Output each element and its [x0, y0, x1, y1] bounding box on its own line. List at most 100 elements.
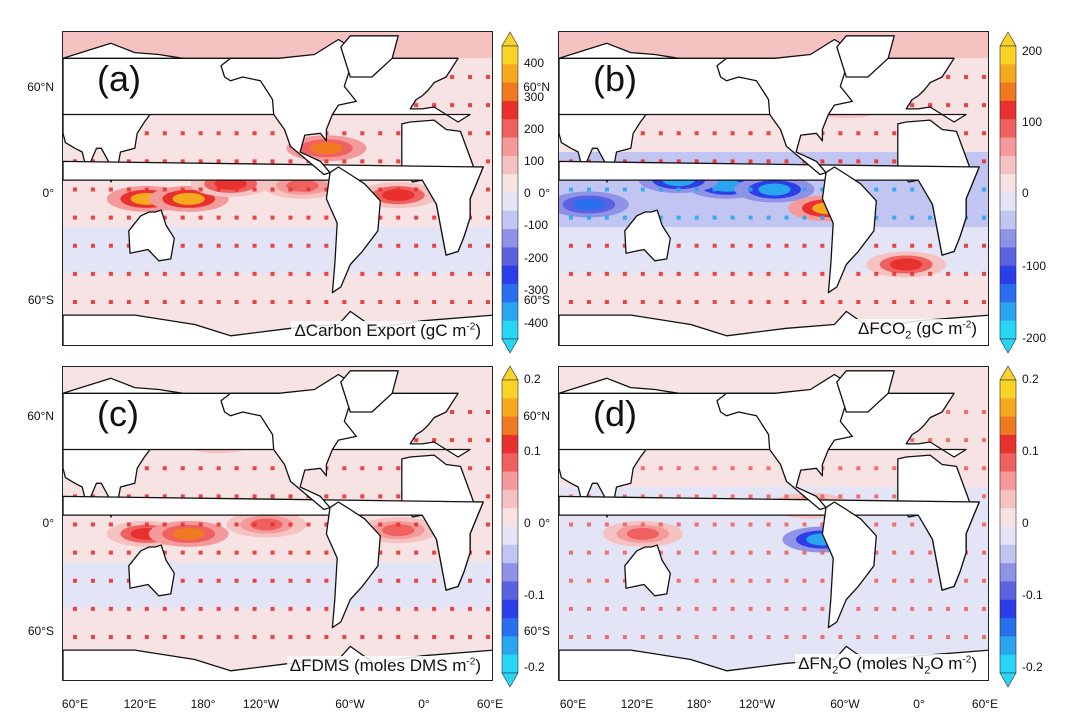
- grid-sample-dot: [486, 522, 491, 527]
- grid-sample-dot: [144, 131, 149, 136]
- grid-sample-dot: [252, 131, 257, 136]
- grid-sample-dot: [874, 300, 879, 304]
- continent-outline: [836, 35, 895, 78]
- grid-sample-dot: [342, 300, 347, 304]
- grid-sample-dot: [730, 215, 735, 220]
- grid-sample-dot: [180, 243, 185, 248]
- lat-label-60s-right-bottom: 60°S: [523, 624, 550, 638]
- grid-sample-dot: [982, 215, 987, 220]
- grid-sample-dot: [586, 271, 591, 276]
- colorbar-segment: [502, 563, 518, 582]
- grid-sample-dot: [694, 300, 699, 304]
- grid-sample-dot: [712, 131, 717, 136]
- colorbar-segment: [1000, 210, 1016, 230]
- grid-sample-dot: [432, 438, 437, 443]
- grid-sample-dot: [72, 300, 77, 304]
- colorbar-segment: [502, 192, 518, 212]
- grid-sample-dot: [784, 300, 789, 304]
- colorbar-segment: [502, 284, 518, 303]
- grid-sample-dot: [712, 271, 717, 276]
- grid-sample-dot: [306, 635, 311, 639]
- grid-sample-dot: [568, 215, 573, 220]
- grid-sample-dot: [838, 635, 843, 639]
- grid-sample-dot: [252, 159, 257, 164]
- colorbar-segment: [502, 46, 518, 65]
- grid-sample-dot: [712, 243, 717, 248]
- grid-sample-dot: [586, 187, 591, 192]
- grid-sample-dot: [288, 187, 293, 192]
- grid-sample-dot: [270, 187, 275, 192]
- grid-sample-dot: [396, 159, 401, 164]
- grid-sample-dot: [730, 522, 735, 527]
- colorbar-segment: [502, 526, 518, 546]
- colorbar-max-arrow: [999, 31, 1017, 47]
- colorbar-segment: [502, 210, 518, 230]
- grid-sample-dot: [874, 522, 879, 527]
- grid-sample-dot: [928, 103, 933, 108]
- lat-label-eq-left-top: 0°: [42, 186, 54, 200]
- grid-sample-dot: [342, 466, 347, 471]
- grid-sample-dot: [270, 578, 275, 583]
- grid-sample-dot: [928, 243, 933, 248]
- grid-sample-dot: [748, 271, 753, 276]
- cbar-b-tick: 200: [1022, 44, 1043, 58]
- grid-sample-dot: [856, 300, 861, 304]
- grid-sample-dot: [216, 522, 221, 527]
- cbar-d-tick: 0.1: [1022, 444, 1039, 458]
- grid-sample-dot: [324, 187, 329, 192]
- grid-sample-dot: [288, 550, 293, 555]
- grid-sample-dot: [180, 606, 185, 611]
- grid-sample-dot: [360, 271, 365, 276]
- grid-sample-dot: [270, 215, 275, 220]
- grid-sample-dot: [234, 635, 239, 639]
- grid-sample-dot: [108, 522, 113, 527]
- lat-label-60s-right-top: 60°S: [523, 293, 550, 307]
- grid-sample-dot: [108, 271, 113, 276]
- grid-sample-dot: [982, 410, 987, 414]
- colorbar-segment: [1000, 489, 1016, 509]
- panel-a-carbon-export-map: (a) ΔCarbon Export (gC m-2): [62, 31, 493, 346]
- grid-sample-dot: [486, 131, 491, 136]
- grid-sample-dot: [748, 606, 753, 611]
- grid-sample-dot: [234, 271, 239, 276]
- grid-sample-dot: [802, 187, 807, 192]
- grid-sample-dot: [766, 550, 771, 555]
- colorbar-segment: [502, 654, 518, 674]
- grid-sample-dot: [126, 243, 131, 248]
- grid-sample-dot: [946, 438, 951, 443]
- grid-sample-dot: [640, 131, 645, 136]
- grid-sample-dot: [162, 606, 167, 611]
- grid-sample-dot: [360, 635, 365, 639]
- panel-c-fdms-map: (c) ΔFDMS (moles DMS m-2): [62, 366, 493, 681]
- grid-sample-dot: [676, 606, 681, 611]
- colorbar-min-arrow: [999, 672, 1017, 688]
- grid-sample-dot: [676, 635, 681, 639]
- grid-sample-dot: [414, 578, 419, 583]
- grid-sample-dot: [234, 578, 239, 583]
- grid-sample-dot: [910, 606, 915, 611]
- grid-sample-dot: [676, 466, 681, 471]
- lat-label-60s-left-top: 60°S: [27, 293, 54, 307]
- anomaly-hotspot: [172, 192, 205, 205]
- grid-sample-dot: [892, 159, 897, 164]
- grid-sample-dot: [90, 522, 95, 527]
- cbar-b-tick: 100: [1022, 115, 1043, 129]
- lon-label-left-6: 60°E: [476, 697, 504, 711]
- grid-sample-dot: [784, 606, 789, 611]
- grid-sample-dot: [306, 187, 311, 192]
- grid-sample-dot: [766, 606, 771, 611]
- continent-outline: [325, 166, 381, 294]
- colorbar-segment: [502, 618, 518, 637]
- grid-sample-dot: [306, 522, 311, 527]
- grid-sample-dot: [568, 187, 573, 192]
- grid-sample-dot: [730, 494, 735, 499]
- grid-sample-dot: [676, 215, 681, 220]
- grid-sample-dot: [838, 300, 843, 304]
- grid-sample-dot: [378, 578, 383, 583]
- grid-sample-dot: [468, 75, 473, 79]
- grid-sample-dot: [450, 103, 455, 108]
- grid-sample-dot: [162, 131, 167, 136]
- grid-sample-dot: [414, 103, 419, 108]
- grid-sample-dot: [766, 243, 771, 248]
- grid-sample-dot: [234, 606, 239, 611]
